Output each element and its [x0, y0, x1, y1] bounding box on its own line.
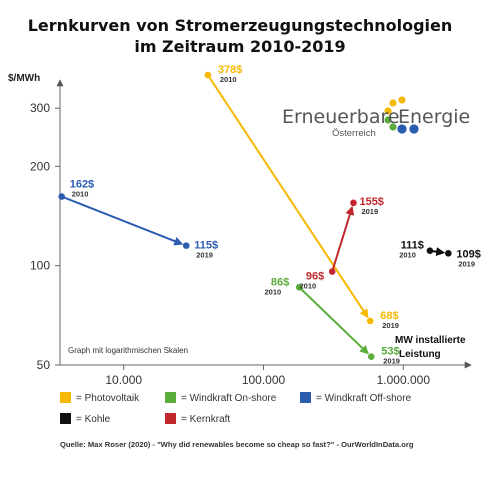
value-label: 111$	[401, 240, 424, 252]
data-point-2019	[366, 317, 374, 325]
value-label: 53$	[381, 346, 399, 358]
logo-dot-yellow-1	[389, 99, 397, 107]
value-label: 115$	[194, 240, 218, 252]
y-tick-label: 200	[30, 159, 50, 173]
value-label: 96$	[306, 271, 324, 283]
data-point-2019	[445, 250, 452, 257]
x-tick-label: 100.000	[242, 373, 286, 387]
year-label: 2010	[72, 190, 89, 199]
logo-dot-blue-2	[409, 124, 419, 134]
x-axis-label-line2: Leistung	[399, 349, 441, 360]
series-line	[61, 195, 184, 246]
data-point-2010	[328, 268, 336, 275]
logo-dot-green-2	[389, 123, 397, 131]
chart-title-line1: Lernkurven von Stromerzeugungstechnologi…	[28, 16, 453, 35]
data-point-2019	[182, 242, 190, 249]
y-tick-label: 300	[30, 101, 50, 115]
year-label: 2019	[383, 357, 400, 366]
year-label: 2019	[196, 251, 213, 260]
year-label: 2019	[361, 207, 378, 216]
source-note: Quelle: Max Roser (2020) - "Why did rene…	[60, 440, 414, 449]
legend-label: = Windkraft On-shore	[181, 393, 277, 404]
value-label: 68$	[380, 310, 398, 322]
year-label: 2010	[265, 287, 282, 296]
series-line	[298, 286, 369, 355]
series-kernkraft: 96$2010 155$2019	[300, 196, 384, 291]
legend-swatch	[300, 392, 311, 403]
year-label: 2010	[300, 282, 317, 291]
legend-swatch	[60, 413, 71, 424]
x-axis-label-line1: MW installierte	[395, 335, 466, 346]
legend-swatch	[60, 392, 71, 403]
data-point-2019	[367, 353, 375, 360]
data-point-2010	[58, 193, 66, 200]
logo-word-erneuerbare: Erneuerbare	[282, 106, 400, 128]
legend-swatch	[165, 413, 176, 424]
data-point-2019	[350, 199, 357, 207]
year-label: 2019	[458, 259, 475, 268]
value-label: 155$	[359, 196, 383, 208]
year-label: 2019	[382, 321, 399, 330]
chart-title-line2: im Zeitraum 2010-2019	[134, 37, 345, 56]
legend: = Photovoltaik = Windkraft On-shore = Wind…	[60, 392, 412, 425]
logo-dot-yellow-3	[384, 107, 392, 115]
legend-label: = Windkraft Off-shore	[316, 393, 412, 404]
legend-label: = Photovoltaik	[76, 393, 140, 404]
value-label: 109$	[456, 248, 480, 260]
log-scale-note: Graph mit logarithmischen Skalen	[68, 346, 188, 355]
value-label: 378$	[218, 64, 242, 76]
logo-dot-blue-1	[397, 124, 407, 134]
x-tick-label: 10.000	[105, 373, 142, 387]
y-axis-label: $/MWh	[8, 73, 40, 84]
legend-label: = Kernkraft	[181, 414, 230, 425]
series-windkraft-off-shore: 162$2010 115$2019	[58, 179, 218, 260]
logo-dot-green-1	[384, 116, 392, 124]
logo-subtitle: Österreich	[332, 128, 376, 139]
series-line	[331, 205, 355, 272]
data-point-2010	[426, 247, 434, 255]
logo: Erneuerbare Energie Österreich	[282, 96, 470, 139]
legend-label: = Kohle	[76, 414, 111, 425]
series-kohle: 111$2010 109$2019	[399, 240, 481, 269]
legend-swatch	[165, 392, 176, 403]
value-label: 86$	[271, 276, 289, 288]
y-tick-label: 100	[30, 259, 50, 273]
year-label: 2010	[399, 251, 416, 260]
logo-dot-yellow-2	[398, 96, 406, 104]
y-tick-label: 50	[37, 358, 51, 372]
data-point-2010	[204, 71, 212, 79]
logo-word-energie: Energie	[398, 106, 470, 128]
data-point-2010	[295, 283, 303, 291]
x-tick-label: 1.000.000	[377, 373, 431, 387]
value-label: 162$	[70, 179, 94, 191]
series-line	[207, 74, 369, 319]
year-label: 2010	[220, 75, 237, 84]
